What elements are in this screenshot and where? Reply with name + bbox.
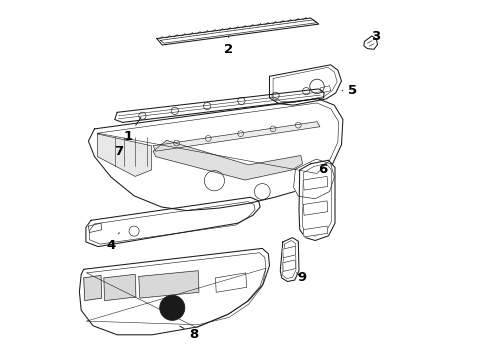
Polygon shape bbox=[84, 275, 102, 301]
Polygon shape bbox=[270, 65, 342, 105]
Polygon shape bbox=[320, 86, 331, 93]
Text: 1: 1 bbox=[123, 117, 141, 143]
Polygon shape bbox=[280, 238, 299, 282]
Polygon shape bbox=[153, 122, 320, 151]
Circle shape bbox=[160, 295, 185, 320]
Polygon shape bbox=[88, 223, 102, 233]
Polygon shape bbox=[157, 18, 319, 45]
Text: 2: 2 bbox=[224, 36, 233, 56]
Polygon shape bbox=[216, 273, 247, 292]
Polygon shape bbox=[283, 260, 296, 271]
Text: 7: 7 bbox=[114, 137, 130, 158]
Polygon shape bbox=[303, 226, 328, 237]
Polygon shape bbox=[283, 246, 296, 258]
Text: 8: 8 bbox=[180, 326, 198, 341]
Polygon shape bbox=[299, 160, 335, 240]
Polygon shape bbox=[364, 36, 377, 49]
Text: 6: 6 bbox=[318, 163, 327, 176]
Polygon shape bbox=[303, 176, 328, 190]
Polygon shape bbox=[115, 89, 324, 122]
Text: 3: 3 bbox=[371, 30, 380, 42]
Polygon shape bbox=[88, 99, 343, 211]
Polygon shape bbox=[139, 271, 199, 298]
Polygon shape bbox=[98, 134, 151, 176]
Text: 5: 5 bbox=[342, 84, 358, 97]
Text: 4: 4 bbox=[106, 233, 119, 252]
Text: 9: 9 bbox=[296, 271, 306, 284]
Polygon shape bbox=[303, 201, 328, 215]
Polygon shape bbox=[294, 159, 334, 199]
Polygon shape bbox=[79, 248, 270, 335]
Polygon shape bbox=[86, 197, 260, 247]
Polygon shape bbox=[153, 140, 303, 180]
Polygon shape bbox=[104, 274, 136, 301]
